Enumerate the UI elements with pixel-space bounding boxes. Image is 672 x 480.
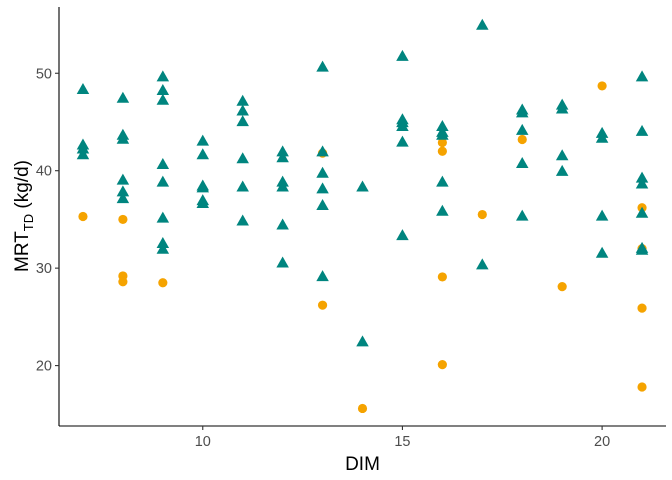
y-tick-label: 40 xyxy=(36,164,52,180)
triangle-point xyxy=(356,335,369,347)
triangle-point xyxy=(196,197,210,209)
circle-point xyxy=(517,134,527,145)
triangle-point xyxy=(595,246,609,258)
triangle-point xyxy=(276,151,289,163)
axis-ticks: 10 15 20 20 30 40 50 xyxy=(36,66,610,450)
circle-point xyxy=(437,137,447,148)
circle-point xyxy=(158,278,168,288)
triangle-point xyxy=(116,185,130,197)
triangle-point xyxy=(76,83,90,95)
triangle-point xyxy=(276,145,289,157)
triangle-point xyxy=(236,115,249,127)
triangle-point xyxy=(276,180,289,192)
triangle-point xyxy=(156,242,170,254)
circle-point xyxy=(317,300,328,310)
triangle-point xyxy=(635,206,649,218)
circle-point xyxy=(78,211,88,222)
triangle-point xyxy=(156,211,170,223)
circle-point xyxy=(437,272,447,282)
triangle-point xyxy=(555,102,569,114)
triangle-point xyxy=(316,166,329,178)
triangle-point xyxy=(116,192,130,204)
triangle-point xyxy=(236,180,249,192)
triangle-point xyxy=(156,93,170,105)
triangle-point xyxy=(316,182,329,194)
triangle-point xyxy=(156,83,170,95)
triangle-point xyxy=(436,128,449,140)
data-points xyxy=(76,18,649,414)
triangle-point xyxy=(635,177,649,189)
triangle-point xyxy=(236,94,249,106)
triangle-point xyxy=(635,124,649,136)
y-tick-label: 30 xyxy=(36,261,52,277)
triangle-point xyxy=(595,209,609,221)
triangle-point xyxy=(76,142,90,154)
triangle-point xyxy=(436,204,449,216)
circle-point xyxy=(437,360,447,370)
triangle-point xyxy=(316,145,329,157)
triangle-point xyxy=(196,134,210,146)
triangle-point xyxy=(396,135,409,147)
triangle-point xyxy=(515,157,529,169)
triangle-point xyxy=(356,180,369,192)
triangle-point xyxy=(316,198,329,210)
triangle-point xyxy=(116,173,130,185)
triangle-point xyxy=(555,164,569,176)
triangle-point xyxy=(236,214,249,226)
triangle-point xyxy=(515,106,529,118)
triangle-point xyxy=(316,60,329,72)
circle-point xyxy=(118,277,128,287)
x-tick-label: 10 xyxy=(195,434,211,450)
triangle-point xyxy=(476,18,489,30)
triangle-point xyxy=(396,49,409,61)
circle-point xyxy=(118,214,128,225)
circle-point xyxy=(597,81,607,91)
triangle-point xyxy=(316,270,329,282)
triangle-point xyxy=(276,218,289,230)
triangle-point xyxy=(196,181,210,193)
x-axis-title: DIM xyxy=(345,454,380,475)
triangle-point xyxy=(396,229,409,241)
triangle-point xyxy=(236,152,249,164)
triangle-point xyxy=(476,258,489,270)
triangle-point xyxy=(116,132,130,144)
triangle-point xyxy=(276,256,289,268)
circle-point xyxy=(357,403,368,414)
x-tick-label: 15 xyxy=(394,434,410,450)
circle-point xyxy=(437,146,447,156)
y-axis-title-subscript: TD xyxy=(21,214,36,231)
triangle-point xyxy=(515,209,529,221)
triangle-point xyxy=(196,148,210,160)
y-tick-label: 50 xyxy=(36,66,52,82)
triangle-point xyxy=(236,104,249,116)
circle-point xyxy=(557,282,567,292)
y-axis-title-main: MRT xyxy=(12,231,33,272)
triangle-point xyxy=(436,120,449,132)
triangle-point xyxy=(396,120,409,132)
y-axis-title: MRTTD (kg/d) xyxy=(12,160,36,272)
triangle-point xyxy=(555,149,569,161)
triangle-point xyxy=(515,123,529,135)
circle-point xyxy=(477,209,487,220)
triangle-point xyxy=(156,158,170,170)
triangle-point xyxy=(156,175,170,187)
triangle-point xyxy=(635,243,649,255)
y-tick-label: 20 xyxy=(36,359,52,375)
triangle-point xyxy=(156,70,170,82)
x-tick-label: 20 xyxy=(594,434,610,450)
triangle-point xyxy=(156,236,170,248)
circle-point xyxy=(637,303,647,313)
triangle-point xyxy=(116,91,130,103)
triangle-point xyxy=(436,175,449,187)
triangle-point xyxy=(635,171,649,183)
triangle-point xyxy=(635,70,649,82)
y-axis-title-unit: (kg/d) xyxy=(12,160,33,214)
triangle-point xyxy=(76,148,90,160)
circle-point xyxy=(637,382,647,392)
triangle-point xyxy=(595,131,609,143)
